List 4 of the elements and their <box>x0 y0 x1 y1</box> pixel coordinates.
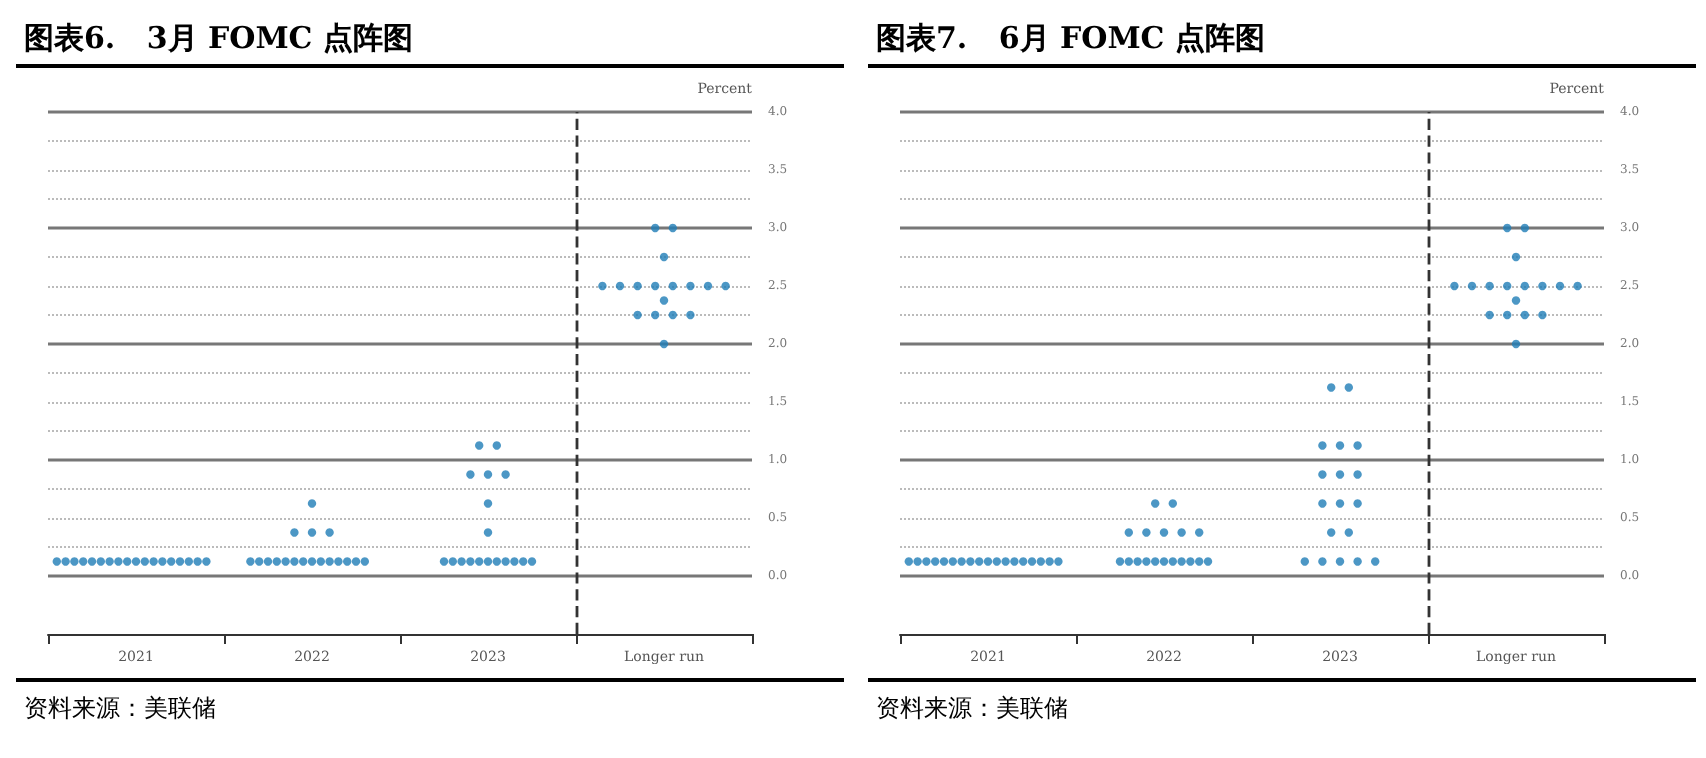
chart-title: 图表6. 3月 FOMC 点阵图 <box>16 8 844 68</box>
chart-title: 图表7. 6月 FOMC 点阵图 <box>868 8 1696 68</box>
text: 资料来源：美联储 <box>16 678 844 726</box>
text: 资料来源：美联储 <box>868 678 1696 726</box>
